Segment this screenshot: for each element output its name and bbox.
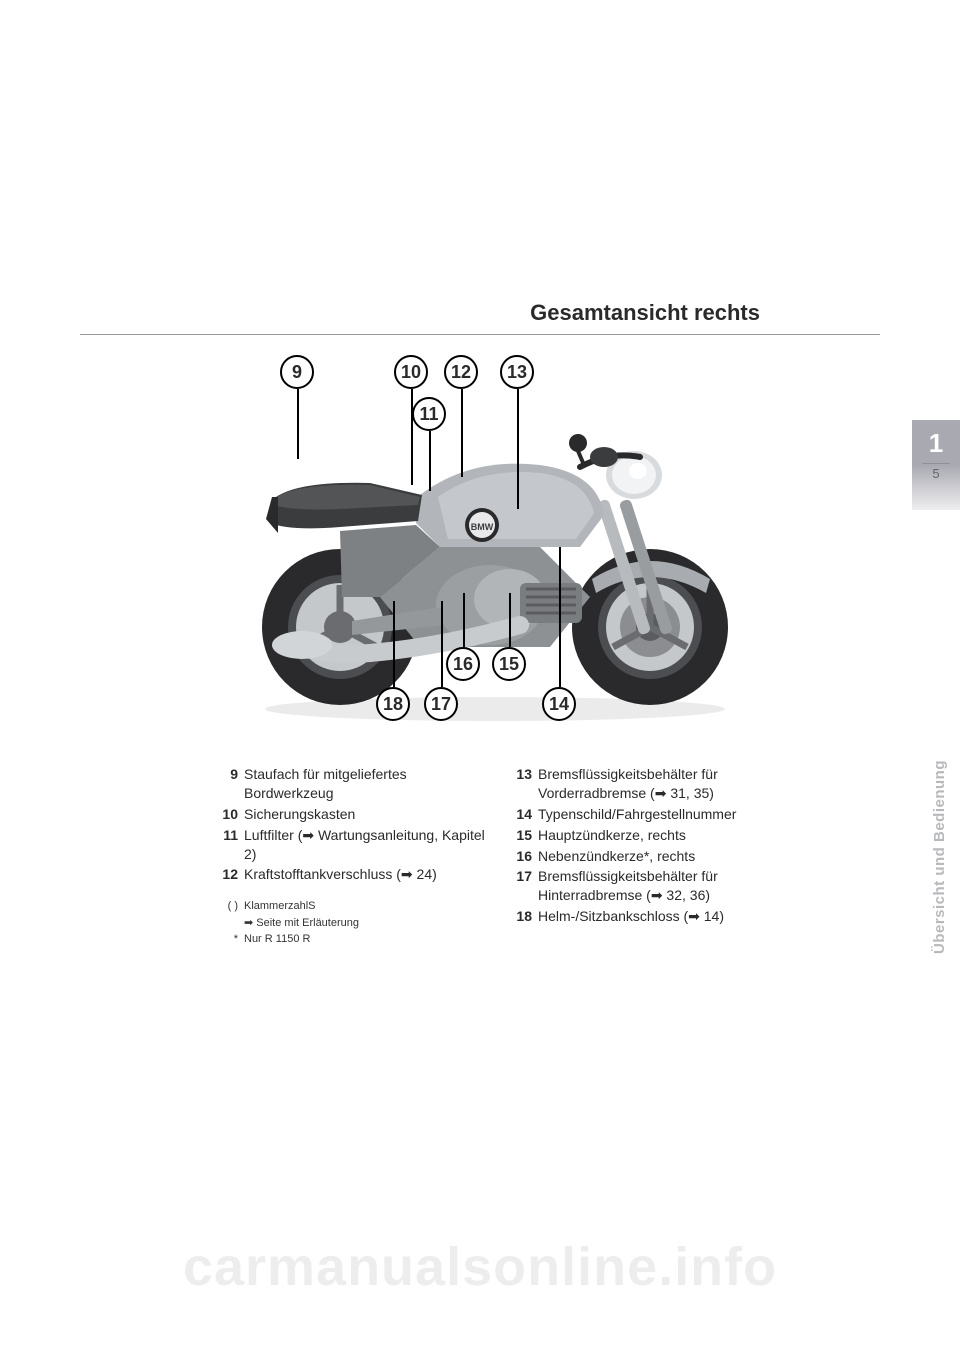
callout-17: 17 [424,687,458,721]
legend-col-right: 13Bremsflüssigkeitsbehälter für Vorderra… [514,765,780,948]
callout-10: 10 [394,355,428,389]
legend-item-number: 15 [514,826,538,845]
manual-page: Gesamtansicht rechts [80,300,880,948]
legend-item-text: Kraftstofftankverschluss (➡ 24) [244,865,486,884]
legend-item: 15Hauptzündkerze, rechts [514,826,780,845]
footnote-row: ( )KlammerzahlS [220,898,486,915]
leader-line [559,547,561,687]
footnote-row: ➡ Seite mit Erläuterung [220,915,486,932]
leader-line [509,593,511,647]
footnote-text: Nur R 1150 R [244,931,310,948]
legend-item-number: 12 [220,865,244,884]
leader-line [517,389,519,509]
legend-item-number: 13 [514,765,538,803]
callout-9: 9 [280,355,314,389]
side-tab-page: 5 [922,463,950,481]
leader-line [393,601,395,687]
legend-item-text: Helm-/Sitzbankschloss (➡ 14) [538,907,780,926]
motorcycle-illustration: BMW [220,347,860,737]
callout-14: 14 [542,687,576,721]
legend-item-text: Bremsflüssigkeitsbehälter für Vorderradb… [538,765,780,803]
footnote-mark: ( ) [220,898,244,915]
legend-item-text: Hauptzündkerze, rechts [538,826,780,845]
footnotes: ( )KlammerzahlS➡ Seite mit Erläuterung*N… [220,898,486,948]
legend-col-left: 9Staufach für mitgeliefertes Bordwerkzeu… [220,765,486,948]
side-tab: 1 5 [912,420,960,510]
legend-item-text: Sicherungskasten [244,805,486,824]
callout-11: 11 [412,397,446,431]
legend-item-number: 17 [514,867,538,905]
legend-item: 9Staufach für mitgeliefertes Bordwerkzeu… [220,765,486,803]
legend-item: 11Luftfilter (➡ Wartungsanleitung, Kapit… [220,826,486,864]
legend-item-number: 10 [220,805,244,824]
legend-columns: 9Staufach für mitgeliefertes Bordwerkzeu… [220,765,780,948]
legend-item: 13Bremsflüssigkeitsbehälter für Vorderra… [514,765,780,803]
svg-text:BMW: BMW [471,522,494,532]
callout-18: 18 [376,687,410,721]
footnote-text: KlammerzahlS [244,898,316,915]
figure: BMW 9 10 11 12 13 18 17 16 15 14 [220,347,860,737]
legend-item-number: 16 [514,847,538,866]
leader-line [429,431,431,491]
legend-item-number: 14 [514,805,538,824]
legend-item-text: Staufach für mitgeliefertes Bordwerkzeug [244,765,486,803]
footnote-row: *Nur R 1150 R [220,931,486,948]
legend-item: 17Bremsflüssigkeitsbehälter für Hinterra… [514,867,780,905]
legend-item: 10Sicherungskasten [220,805,486,824]
footnote-text: ➡ Seite mit Erläuterung [244,915,359,932]
legend-item-number: 9 [220,765,244,803]
callout-13: 13 [500,355,534,389]
legend-item-number: 11 [220,826,244,864]
legend-item: 18Helm-/Sitzbankschloss (➡ 14) [514,907,780,926]
page-title: Gesamtansicht rechts [80,300,880,335]
legend-item-text: Luftfilter (➡ Wartungsanleitung, Kapitel… [244,826,486,864]
legend-item: 16Nebenzündkerze*, rechts [514,847,780,866]
legend-item-text: Nebenzündkerze*, rechts [538,847,780,866]
callout-15: 15 [492,647,526,681]
legend-item: 14Typenschild/Fahrgestellnummer [514,805,780,824]
side-section-label: Übersicht und Bedienung [931,760,948,954]
leader-line [461,389,463,477]
leader-line [441,601,443,687]
legend-item-number: 18 [514,907,538,926]
leader-line [411,389,413,485]
watermark: carmanualsonline.info [0,1236,960,1298]
legend-item-text: Typenschild/Fahrgestellnummer [538,805,780,824]
callout-16: 16 [446,647,480,681]
leader-line [463,593,465,647]
side-tab-chapter: 1 [912,428,960,459]
legend-item-text: Bremsflüssigkeitsbehälter für Hinterradb… [538,867,780,905]
callout-12: 12 [444,355,478,389]
leader-line [297,389,299,459]
footnote-mark [220,915,244,932]
footnote-mark: * [220,931,244,948]
legend-item: 12Kraftstofftankverschluss (➡ 24) [220,865,486,884]
